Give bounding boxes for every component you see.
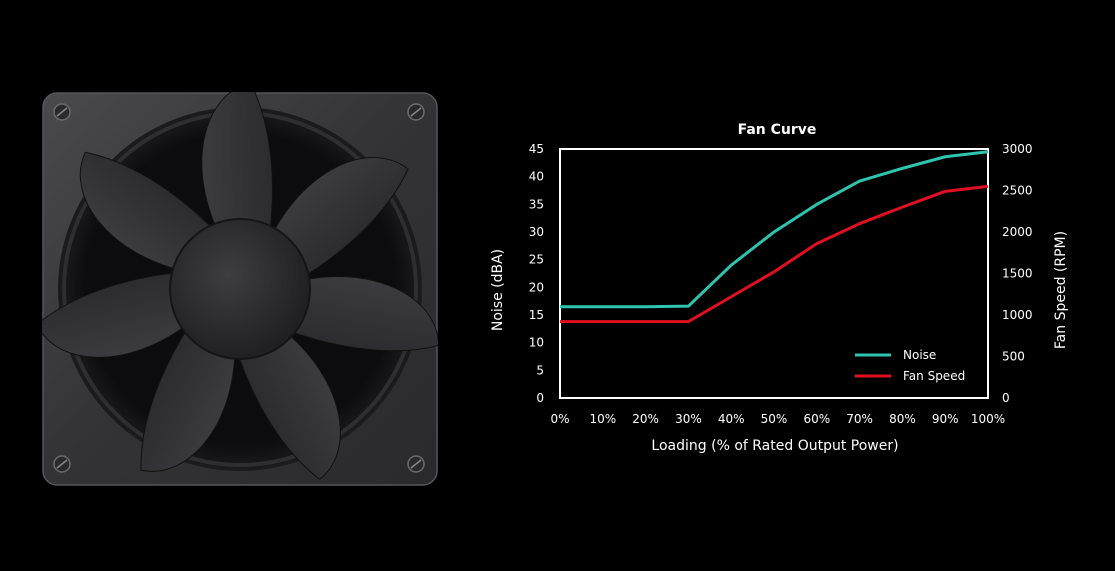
y-tick-label-right: 2500 <box>1002 184 1033 198</box>
x-tick-label: 100% <box>971 412 1005 426</box>
chart-title: Fan Curve <box>738 122 817 138</box>
x-tick-label: 20% <box>632 412 659 426</box>
legend-label: Noise <box>903 348 936 362</box>
y-axis-title-left: Noise (dBA) <box>490 249 506 331</box>
y-tick-label-left: 0 <box>536 391 544 405</box>
y-tick-label-right: 3000 <box>1002 142 1033 156</box>
x-tick-label: 40% <box>718 412 745 426</box>
left-axis-ticks: 0 5 10 15 20 25 30 35 40 45 <box>529 142 544 405</box>
y-tick-label-left: 5 <box>536 363 544 377</box>
series-line-fan-speed <box>560 184 989 324</box>
x-tick-label: 80% <box>889 412 916 426</box>
y-tick-label-right: 1000 <box>1002 308 1033 322</box>
y-tick-label-left: 10 <box>529 336 544 350</box>
x-tick-label: 10% <box>589 412 616 426</box>
y-tick-label-right: 500 <box>1002 350 1025 364</box>
x-tick-label: 30% <box>675 412 702 426</box>
y-tick-label-left: 30 <box>529 225 544 239</box>
x-tick-label: 70% <box>846 412 873 426</box>
y-tick-label-right: 1500 <box>1002 267 1033 281</box>
x-axis-ticks: 0% 10% 20% 30% 40% 50% 60% 70% 80% 90% 100% <box>550 412 1005 426</box>
x-tick-label: 60% <box>803 412 830 426</box>
x-tick-label: 50% <box>761 412 788 426</box>
y-tick-label-left: 40 <box>529 170 544 184</box>
plot-area-border <box>559 148 989 399</box>
fan-curve-chart: Fan Curve 0 5 10 15 20 25 30 35 40 45 0 500 1000 150… <box>490 122 1069 454</box>
y-tick-label-left: 15 <box>529 308 544 322</box>
series-lines <box>560 150 989 324</box>
x-tick-label: 90% <box>932 412 959 426</box>
y-axis-title-right: Fan Speed (RPM) <box>1053 231 1069 349</box>
case-fan-icon <box>42 92 438 486</box>
y-tick-label-right: 2000 <box>1002 225 1033 239</box>
legend-label: Fan Speed <box>903 369 965 383</box>
fan-hub <box>169 218 311 360</box>
series-line-noise <box>560 150 989 309</box>
y-tick-label-left: 20 <box>529 280 544 294</box>
y-tick-label-left: 45 <box>529 142 544 156</box>
y-tick-label-left: 25 <box>529 253 544 267</box>
y-tick-label-left: 35 <box>529 197 544 211</box>
chart-legend: Noise Fan Speed <box>855 348 965 383</box>
x-axis-title: Loading (% of Rated Output Power) <box>651 438 898 454</box>
y-tick-label-right: 0 <box>1002 391 1010 405</box>
right-axis-ticks: 0 500 1000 1500 2000 2500 3000 <box>1002 142 1033 405</box>
x-tick-label: 0% <box>550 412 569 426</box>
